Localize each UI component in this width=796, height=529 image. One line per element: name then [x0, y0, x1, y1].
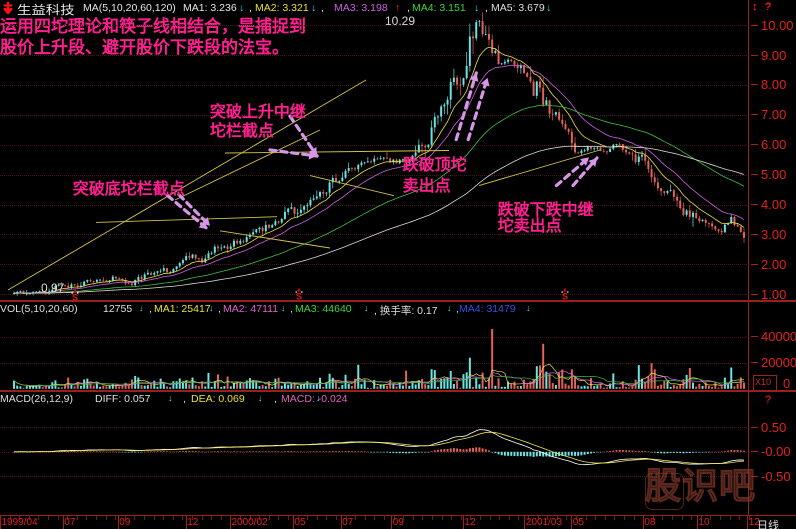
svg-text:S: S	[562, 292, 568, 302]
svg-text:S: S	[296, 292, 302, 302]
svg-text:S: S	[72, 293, 78, 303]
